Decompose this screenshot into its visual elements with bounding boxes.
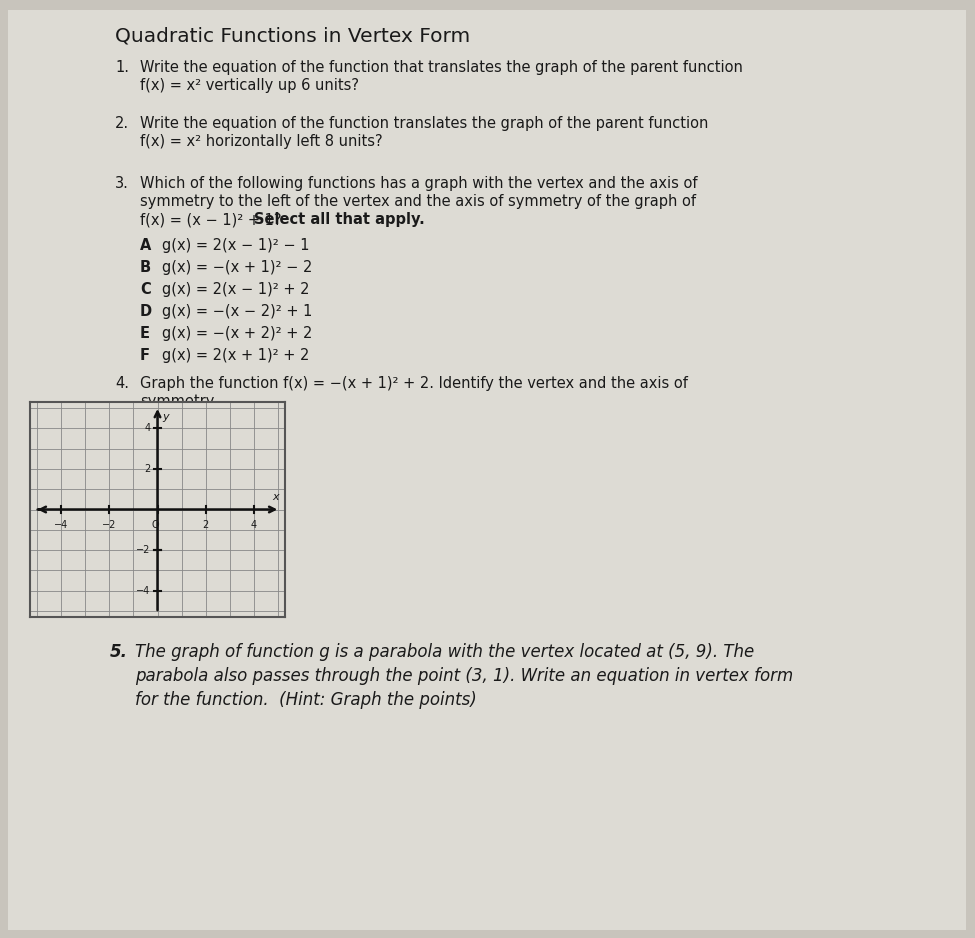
Text: E: E (140, 326, 150, 341)
Text: g(x) = 2(x + 1)² + 2: g(x) = 2(x + 1)² + 2 (162, 348, 309, 363)
Text: Write the equation of the function translates the graph of the parent function: Write the equation of the function trans… (140, 116, 709, 131)
Text: 1.: 1. (115, 60, 129, 75)
Text: f(x) = x² vertically up 6 units?: f(x) = x² vertically up 6 units? (140, 78, 359, 93)
Text: B: B (140, 260, 151, 275)
Text: 3.: 3. (115, 176, 129, 191)
Text: Which of the following functions has a graph with the vertex and the axis of: Which of the following functions has a g… (140, 176, 697, 191)
Text: −2: −2 (136, 545, 150, 555)
Text: −2: −2 (102, 520, 117, 530)
Text: 2.: 2. (115, 116, 129, 131)
FancyBboxPatch shape (8, 10, 966, 930)
Text: A: A (140, 238, 151, 253)
Text: Graph the function f(x) = −(x + 1)² + 2. Identify the vertex and the axis of: Graph the function f(x) = −(x + 1)² + 2.… (140, 376, 688, 391)
Text: g(x) = −(x + 1)² − 2: g(x) = −(x + 1)² − 2 (162, 260, 312, 275)
Text: symmetry.: symmetry. (140, 394, 217, 409)
Text: C: C (140, 282, 151, 297)
Text: −4: −4 (55, 520, 68, 530)
Text: D: D (140, 304, 152, 319)
Text: 4.: 4. (115, 376, 129, 391)
Text: g(x) = −(x + 2)² + 2: g(x) = −(x + 2)² + 2 (162, 326, 312, 341)
Text: x: x (272, 492, 279, 503)
Text: 2: 2 (203, 520, 209, 530)
Text: Write the equation of the function that translates the graph of the parent funct: Write the equation of the function that … (140, 60, 743, 75)
Text: Select all that apply.: Select all that apply. (254, 212, 425, 227)
Text: f(x) = (x − 1)² + 1?: f(x) = (x − 1)² + 1? (140, 212, 286, 227)
Text: symmetry to the left of the vertex and the axis of symmetry of the graph of: symmetry to the left of the vertex and t… (140, 194, 696, 209)
Text: g(x) = −(x − 2)² + 1: g(x) = −(x − 2)² + 1 (162, 304, 312, 319)
Text: O: O (151, 520, 159, 530)
Text: for the function.  (Hint: Graph the points): for the function. (Hint: Graph the point… (135, 691, 477, 709)
Text: 4: 4 (251, 520, 256, 530)
Text: f(x) = x² horizontally left 8 units?: f(x) = x² horizontally left 8 units? (140, 134, 382, 149)
Text: 2: 2 (144, 464, 150, 474)
Text: 4: 4 (144, 423, 150, 433)
Text: 5.: 5. (110, 643, 128, 661)
Text: The graph of function g is a parabola with the vertex located at (5, 9). The: The graph of function g is a parabola wi… (135, 643, 755, 661)
Text: −4: −4 (136, 585, 150, 596)
Text: g(x) = 2(x − 1)² − 1: g(x) = 2(x − 1)² − 1 (162, 238, 309, 253)
Text: y: y (162, 412, 169, 422)
Text: parabola also passes through the point (3, 1). Write an equation in vertex form: parabola also passes through the point (… (135, 667, 794, 685)
Text: Quadratic Functions in Vertex Form: Quadratic Functions in Vertex Form (115, 26, 470, 45)
Text: g(x) = 2(x − 1)² + 2: g(x) = 2(x − 1)² + 2 (162, 282, 309, 297)
Text: F: F (140, 348, 150, 363)
